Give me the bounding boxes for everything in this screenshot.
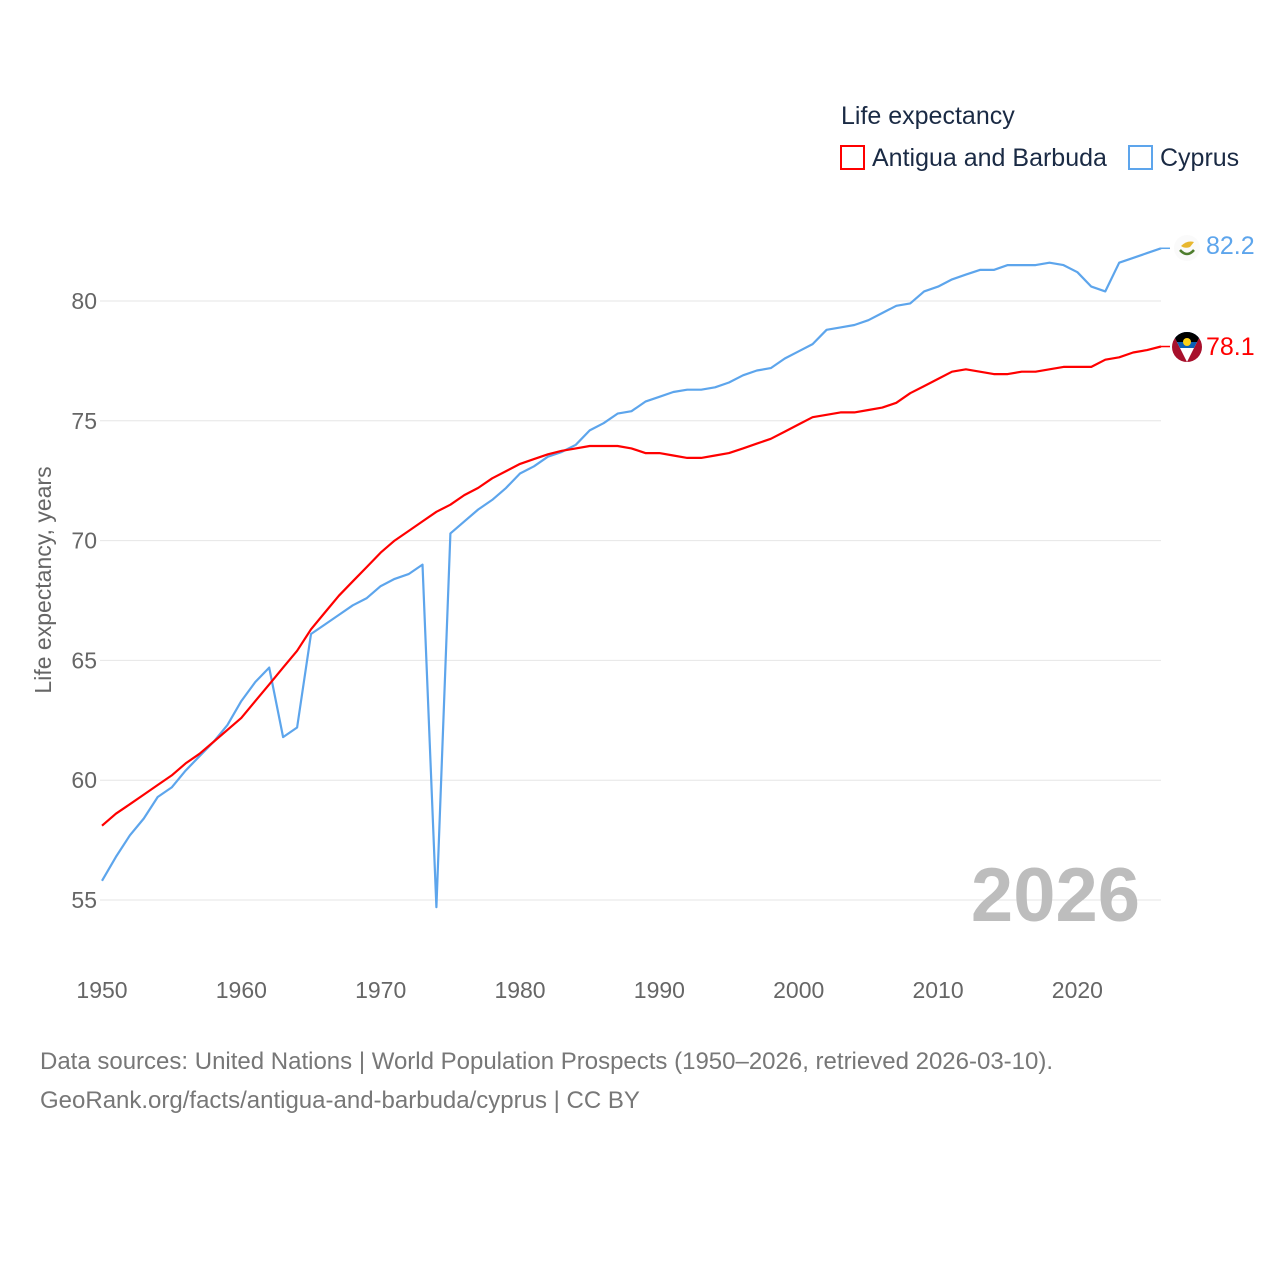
legend: Life expectancy Antigua and Barbuda Cypr… xyxy=(840,102,1239,172)
footer-link[interactable]: GeoRank.org/facts/antigua-and-barbuda/cy… xyxy=(40,1087,640,1114)
y-tick-label: 75 xyxy=(71,408,97,434)
y-tick-label: 80 xyxy=(71,288,97,314)
x-tick-label: 2000 xyxy=(773,977,824,1003)
x-tick-label: 1970 xyxy=(355,977,406,1003)
legend-label-antigua: Antigua and Barbuda xyxy=(872,144,1107,172)
end-value-label: 82.2 xyxy=(1206,232,1255,260)
year-watermark: 2026 xyxy=(971,853,1140,938)
cyprus-flag-icon xyxy=(1174,235,1200,261)
legend-item-cyprus[interactable]: Cyprus xyxy=(1128,144,1239,172)
x-tick-label: 2010 xyxy=(912,977,963,1003)
series-lines xyxy=(101,247,1162,909)
y-axis-label: Life expectancy, years xyxy=(30,466,56,693)
footer-source: Data sources: United Nations | World Pop… xyxy=(40,1048,1053,1075)
series-end-labels: 82.2 78.1 xyxy=(1161,232,1255,361)
x-tick-label: 1950 xyxy=(76,977,127,1003)
legend-item-antigua[interactable]: Antigua and Barbuda xyxy=(840,144,1107,172)
antigua-and-barbuda-flag-icon xyxy=(1172,332,1202,362)
x-tick-label: 1980 xyxy=(494,977,545,1003)
y-axis-ticks: 55 60 65 70 75 80 xyxy=(71,288,97,913)
x-tick-label: 2020 xyxy=(1052,977,1103,1003)
y-tick-label: 65 xyxy=(71,647,97,673)
series-line-antigua-and-barbuda xyxy=(101,345,1162,827)
y-tick-label: 55 xyxy=(71,887,97,913)
series-line-cyprus xyxy=(101,247,1162,909)
x-axis-ticks: 1950 1960 1970 1980 1990 2000 2010 2020 xyxy=(76,977,1103,1003)
legend-title: Life expectancy xyxy=(841,102,1015,130)
legend-swatch-antigua xyxy=(840,145,865,170)
gridlines xyxy=(100,300,1161,901)
legend-label-cyprus: Cyprus xyxy=(1160,144,1239,172)
x-tick-label: 1990 xyxy=(634,977,685,1003)
y-tick-label: 60 xyxy=(71,767,97,793)
x-tick-label: 1960 xyxy=(216,977,267,1003)
legend-swatch-cyprus xyxy=(1128,145,1153,170)
y-tick-label: 70 xyxy=(71,528,97,554)
end-value-label: 78.1 xyxy=(1206,333,1255,361)
